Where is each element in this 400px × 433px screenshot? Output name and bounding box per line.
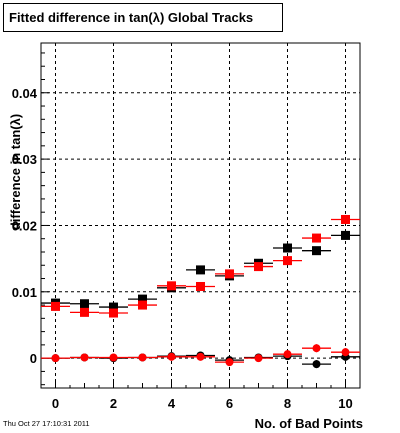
data-point: [51, 301, 60, 311]
data-point: [225, 358, 234, 367]
data-point: [254, 262, 263, 272]
data-point: [283, 243, 292, 253]
data-point: [109, 308, 118, 318]
data-marks: [41, 214, 360, 369]
plot-frame: [40, 42, 361, 389]
data-point: [109, 353, 118, 362]
data-point: [167, 281, 176, 291]
data-point: [138, 353, 147, 362]
data-point: [167, 352, 176, 361]
data-point: [283, 256, 292, 266]
data-point: [225, 269, 234, 279]
x-tick-label: 6: [226, 396, 233, 411]
data-point: [109, 302, 118, 312]
x-axis-title: No. of Bad Points: [255, 416, 363, 431]
data-point: [138, 294, 147, 304]
y-tick-label: 0.02: [12, 218, 37, 233]
data-point: [80, 307, 89, 317]
chart-title: Fitted difference in tan(λ) Global Track…: [9, 10, 254, 25]
data-point: [51, 354, 60, 363]
data-point: [196, 352, 205, 361]
y-tick-label: 0: [30, 351, 37, 366]
axes: 0 2 4 6 8 10 0 0.01 0.02 0.03 0.04: [12, 52, 353, 411]
y-tick-label: 0.01: [12, 285, 37, 300]
x-tick-label: 8: [284, 396, 291, 411]
y-tick-label: 0.04: [12, 86, 38, 101]
data-point: [341, 214, 350, 224]
data-point: [312, 233, 321, 243]
chart-title-box: Fitted difference in tan(λ) Global Track…: [3, 3, 283, 32]
y-tick-label: 0.03: [12, 152, 37, 167]
data-point: [341, 348, 350, 357]
grid-lines: [41, 43, 360, 388]
data-point: [312, 246, 321, 256]
x-tick-label: 0: [52, 396, 59, 411]
x-tick-label: 2: [110, 396, 117, 411]
data-point: [80, 353, 89, 362]
y-axis-title: difference in tan(λ): [8, 114, 23, 230]
data-point: [196, 265, 205, 275]
data-point: [283, 350, 292, 359]
data-point: [138, 300, 147, 310]
data-point: [312, 360, 321, 369]
timestamp-footer: Thu Oct 27 17:10:31 2011: [3, 419, 90, 428]
x-tick-label: 4: [168, 396, 176, 411]
x-tick-label: 10: [338, 396, 352, 411]
data-point: [254, 354, 263, 363]
data-point: [312, 344, 321, 353]
data-point: [196, 281, 205, 291]
data-point: [341, 230, 350, 240]
data-point: [80, 299, 89, 309]
